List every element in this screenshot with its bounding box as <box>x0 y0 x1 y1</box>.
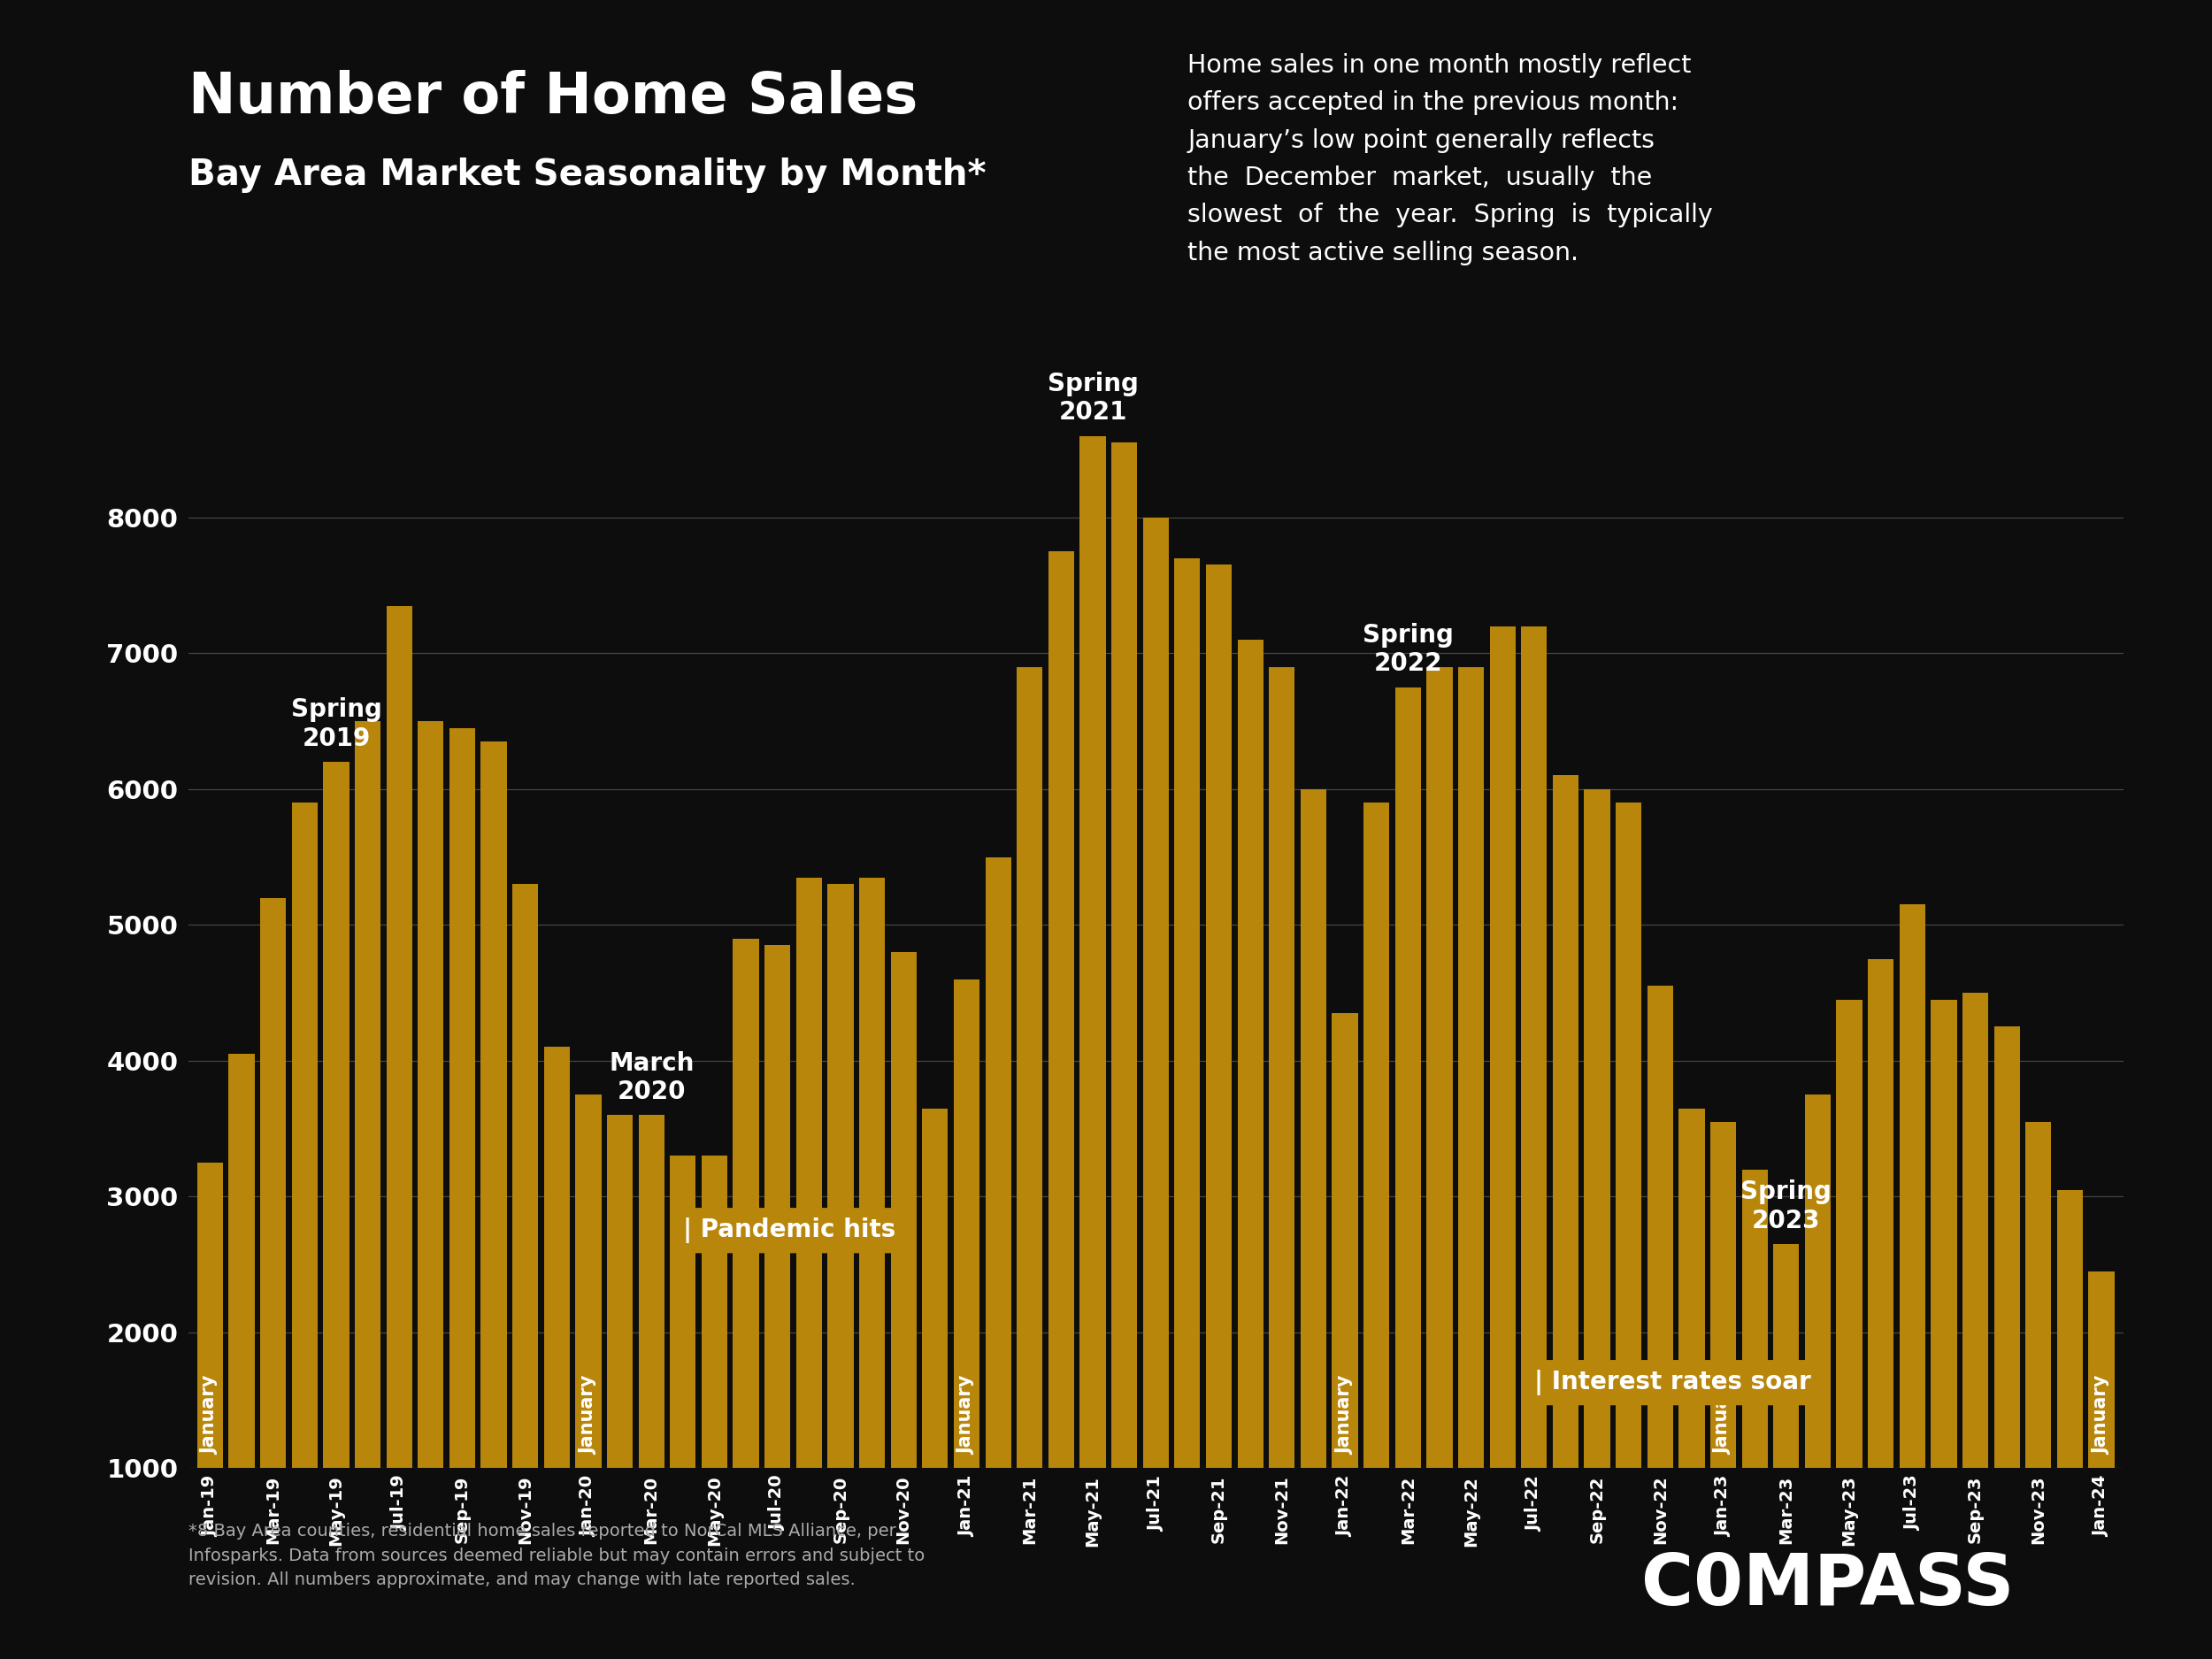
Text: Spring
2022: Spring 2022 <box>1363 622 1453 677</box>
Text: January: January <box>958 1375 975 1455</box>
Bar <box>2057 1190 2084 1604</box>
Bar <box>449 728 476 1604</box>
Bar <box>387 606 411 1604</box>
Text: January: January <box>1714 1375 1732 1455</box>
Bar <box>1301 790 1327 1604</box>
Bar <box>2088 1271 2115 1604</box>
Bar <box>228 1053 254 1604</box>
Bar <box>1774 1244 1798 1604</box>
Bar <box>796 878 823 1604</box>
Bar <box>1867 959 1893 1604</box>
Bar <box>418 722 445 1604</box>
Bar <box>1615 803 1641 1604</box>
Bar <box>513 884 538 1604</box>
Text: *8 Bay Area counties, residential home sales reported to NorCal MLS Alliance, pe: *8 Bay Area counties, residential home s… <box>188 1523 925 1588</box>
Bar <box>1522 625 1546 1604</box>
Bar <box>1741 1170 1767 1604</box>
Bar <box>1710 1121 1736 1604</box>
Bar <box>1270 667 1294 1604</box>
Bar <box>701 1156 728 1604</box>
Text: Number of Home Sales: Number of Home Sales <box>188 70 918 124</box>
Text: C0MPASS: C0MPASS <box>1641 1551 2015 1621</box>
Bar <box>1332 1014 1358 1604</box>
Bar <box>1679 1108 1705 1604</box>
Bar <box>765 946 790 1604</box>
Bar <box>292 803 319 1604</box>
Bar <box>1805 1095 1832 1604</box>
Bar <box>1110 443 1137 1604</box>
Bar <box>953 979 980 1604</box>
Bar <box>1206 566 1232 1604</box>
Text: March
2020: March 2020 <box>608 1050 695 1105</box>
Bar <box>1144 518 1168 1604</box>
Bar <box>1175 557 1201 1604</box>
Bar <box>1079 436 1106 1604</box>
Bar <box>1458 667 1484 1604</box>
Bar <box>984 858 1011 1604</box>
Text: | Pandemic hits: | Pandemic hits <box>684 1218 896 1243</box>
Bar <box>827 884 854 1604</box>
Text: Spring
2019: Spring 2019 <box>290 697 383 752</box>
Bar <box>354 722 380 1604</box>
Bar <box>858 878 885 1604</box>
Bar <box>1836 1000 1863 1604</box>
Text: | Interest rates soar: | Interest rates soar <box>1535 1370 1812 1395</box>
Bar <box>1489 625 1515 1604</box>
Bar <box>606 1115 633 1604</box>
Bar <box>197 1163 223 1604</box>
Bar <box>480 742 507 1604</box>
Bar <box>1584 790 1610 1604</box>
Bar <box>639 1115 664 1604</box>
Bar <box>1931 1000 1958 1604</box>
Bar <box>922 1108 949 1604</box>
Bar <box>1396 687 1420 1604</box>
Text: Bay Area Market Seasonality by Month*: Bay Area Market Seasonality by Month* <box>188 158 987 192</box>
Bar <box>575 1095 602 1604</box>
Bar <box>1962 992 1989 1604</box>
Bar <box>1427 667 1453 1604</box>
Bar <box>1048 551 1075 1604</box>
Text: Home sales in one month mostly reflect
offers accepted in the previous month:
Ja: Home sales in one month mostly reflect o… <box>1188 53 1714 265</box>
Bar <box>1553 775 1579 1604</box>
Bar <box>1993 1027 2020 1604</box>
Text: January: January <box>2093 1375 2110 1455</box>
Text: January: January <box>201 1375 219 1455</box>
Text: Spring
2023: Spring 2023 <box>1741 1180 1832 1233</box>
Bar <box>891 952 916 1604</box>
Bar <box>1648 985 1672 1604</box>
Text: Spring
2021: Spring 2021 <box>1046 372 1139 425</box>
Bar <box>323 761 349 1604</box>
Bar <box>2026 1121 2051 1604</box>
Bar <box>732 939 759 1604</box>
Bar <box>1018 667 1042 1604</box>
Bar <box>261 898 285 1604</box>
Bar <box>1237 640 1263 1604</box>
Bar <box>670 1156 697 1604</box>
Text: January: January <box>580 1375 597 1455</box>
Text: January: January <box>1336 1375 1354 1455</box>
Bar <box>1900 904 1924 1604</box>
Bar <box>544 1047 571 1604</box>
Bar <box>1363 803 1389 1604</box>
